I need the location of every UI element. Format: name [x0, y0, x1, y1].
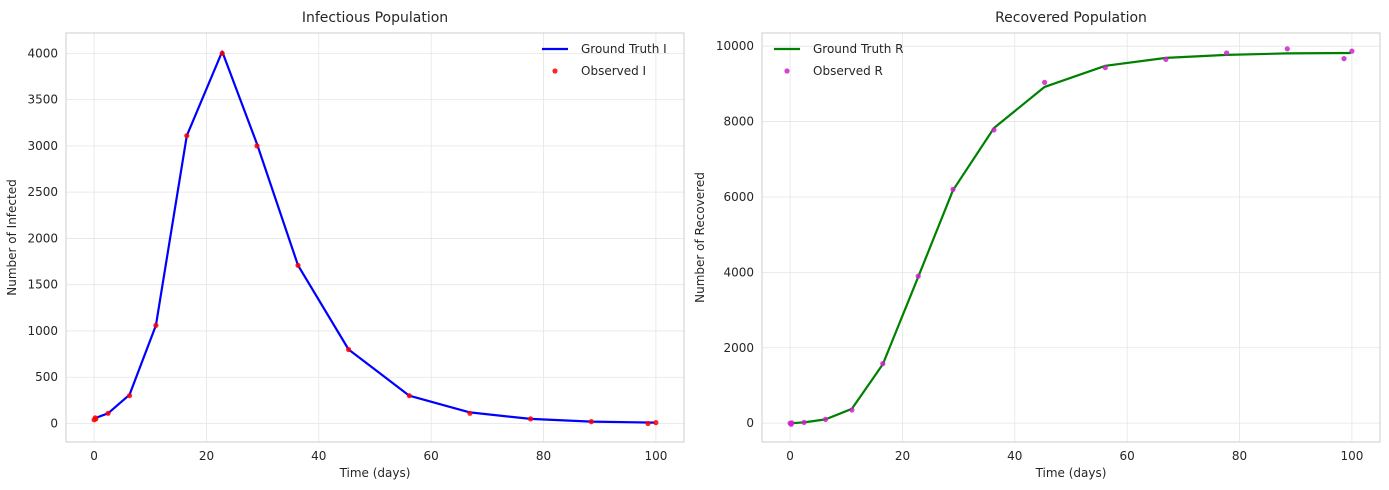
- data-point: [991, 127, 997, 133]
- data-point: [880, 361, 886, 367]
- data-point: [295, 262, 301, 268]
- legend-label: Ground Truth R: [813, 42, 904, 56]
- data-point: [1224, 50, 1230, 56]
- data-point: [126, 393, 133, 399]
- y-tick-label: 3000: [27, 139, 58, 153]
- chart-title: Recovered Population: [995, 10, 1147, 26]
- data-point: [346, 346, 352, 353]
- data-point: [1341, 56, 1347, 62]
- data-point: [184, 133, 190, 139]
- x-tick-label: 80: [536, 449, 551, 463]
- chart-panel-1: 0 20 40 60 80 1000500100015002000250030003500…: [5, 10, 685, 480]
- data-point: [1042, 79, 1048, 85]
- plot-area: [762, 33, 1380, 442]
- data-point: [1284, 46, 1290, 52]
- data-point: [822, 416, 829, 422]
- x-tick-label: 40: [1007, 449, 1022, 463]
- y-tick-label: 0: [50, 416, 58, 430]
- y-tick-label: 10000: [716, 39, 754, 53]
- legend-label: Observed I: [581, 64, 646, 78]
- data-point: [653, 420, 659, 426]
- chart-title: Infectious Population: [302, 10, 448, 26]
- y-tick-label: 1500: [27, 278, 58, 292]
- y-tick-label: 3500: [27, 93, 58, 107]
- y-tick-label: 2500: [27, 185, 58, 199]
- x-axis-label: Time (days): [1035, 466, 1107, 480]
- x-tick-label: 20: [895, 449, 910, 463]
- data-point: [950, 186, 956, 192]
- y-tick-label: 500: [35, 370, 58, 384]
- plot-frame: [761, 32, 1381, 443]
- data-point: [801, 419, 807, 425]
- y-tick-label: 8000: [723, 115, 754, 129]
- x-axis-label: Time (days): [339, 466, 411, 480]
- x-tick-label: 0: [786, 449, 794, 463]
- y-tick-label: 4000: [723, 265, 754, 279]
- y-axis-label: Number of Infected: [5, 179, 19, 295]
- data-point: [849, 407, 855, 413]
- x-tick-label: 80: [1232, 449, 1247, 463]
- data-point: [588, 419, 594, 425]
- data-point: [528, 416, 534, 422]
- data-point: [254, 143, 260, 149]
- y-axis-label: Number of Recovered: [693, 172, 707, 303]
- data-point: [406, 393, 412, 399]
- y-tick-label: 1000: [27, 324, 58, 338]
- data-point: [153, 322, 159, 328]
- y-tick-label: 2000: [27, 231, 58, 245]
- x-tick-label: 20: [199, 449, 214, 463]
- plot-area: [66, 33, 684, 442]
- chart-panel-2: 0 20 40 60 80 100 0 2000 4000 6000 8000 10000 Recove…: [693, 10, 1381, 480]
- x-tick-label: 100: [1340, 449, 1363, 463]
- data-point: [1349, 48, 1355, 54]
- legend: Ground Truth R Observed R: [774, 42, 904, 78]
- x-tick-label: 100: [644, 449, 667, 463]
- data-point: [105, 410, 111, 416]
- y-tick-label: 2000: [723, 341, 754, 355]
- legend-marker-swatch: [784, 68, 790, 74]
- legend-label: Ground Truth I: [581, 42, 667, 56]
- x-tick-label: 60: [1120, 449, 1135, 463]
- data-point: [1102, 65, 1108, 71]
- x-tick-label: 60: [424, 449, 439, 463]
- data-point: [1163, 56, 1169, 63]
- data-point: [219, 50, 225, 57]
- x-tick-label: 0: [90, 449, 98, 463]
- legend-label: Observed R: [813, 64, 883, 78]
- data-point: [467, 410, 473, 416]
- y-tick-label: 6000: [723, 190, 754, 204]
- x-tick-label: 40: [311, 449, 326, 463]
- plot-frame: [65, 32, 685, 443]
- data-point: [93, 416, 99, 422]
- data-point: [915, 273, 921, 279]
- y-tick-label: 0: [746, 416, 754, 430]
- data-point: [645, 420, 651, 427]
- legend-marker-swatch: [552, 68, 558, 74]
- y-tick-label: 4000: [27, 46, 58, 60]
- data-point: [789, 420, 795, 426]
- legend: Ground Truth I Observed I: [542, 42, 667, 78]
